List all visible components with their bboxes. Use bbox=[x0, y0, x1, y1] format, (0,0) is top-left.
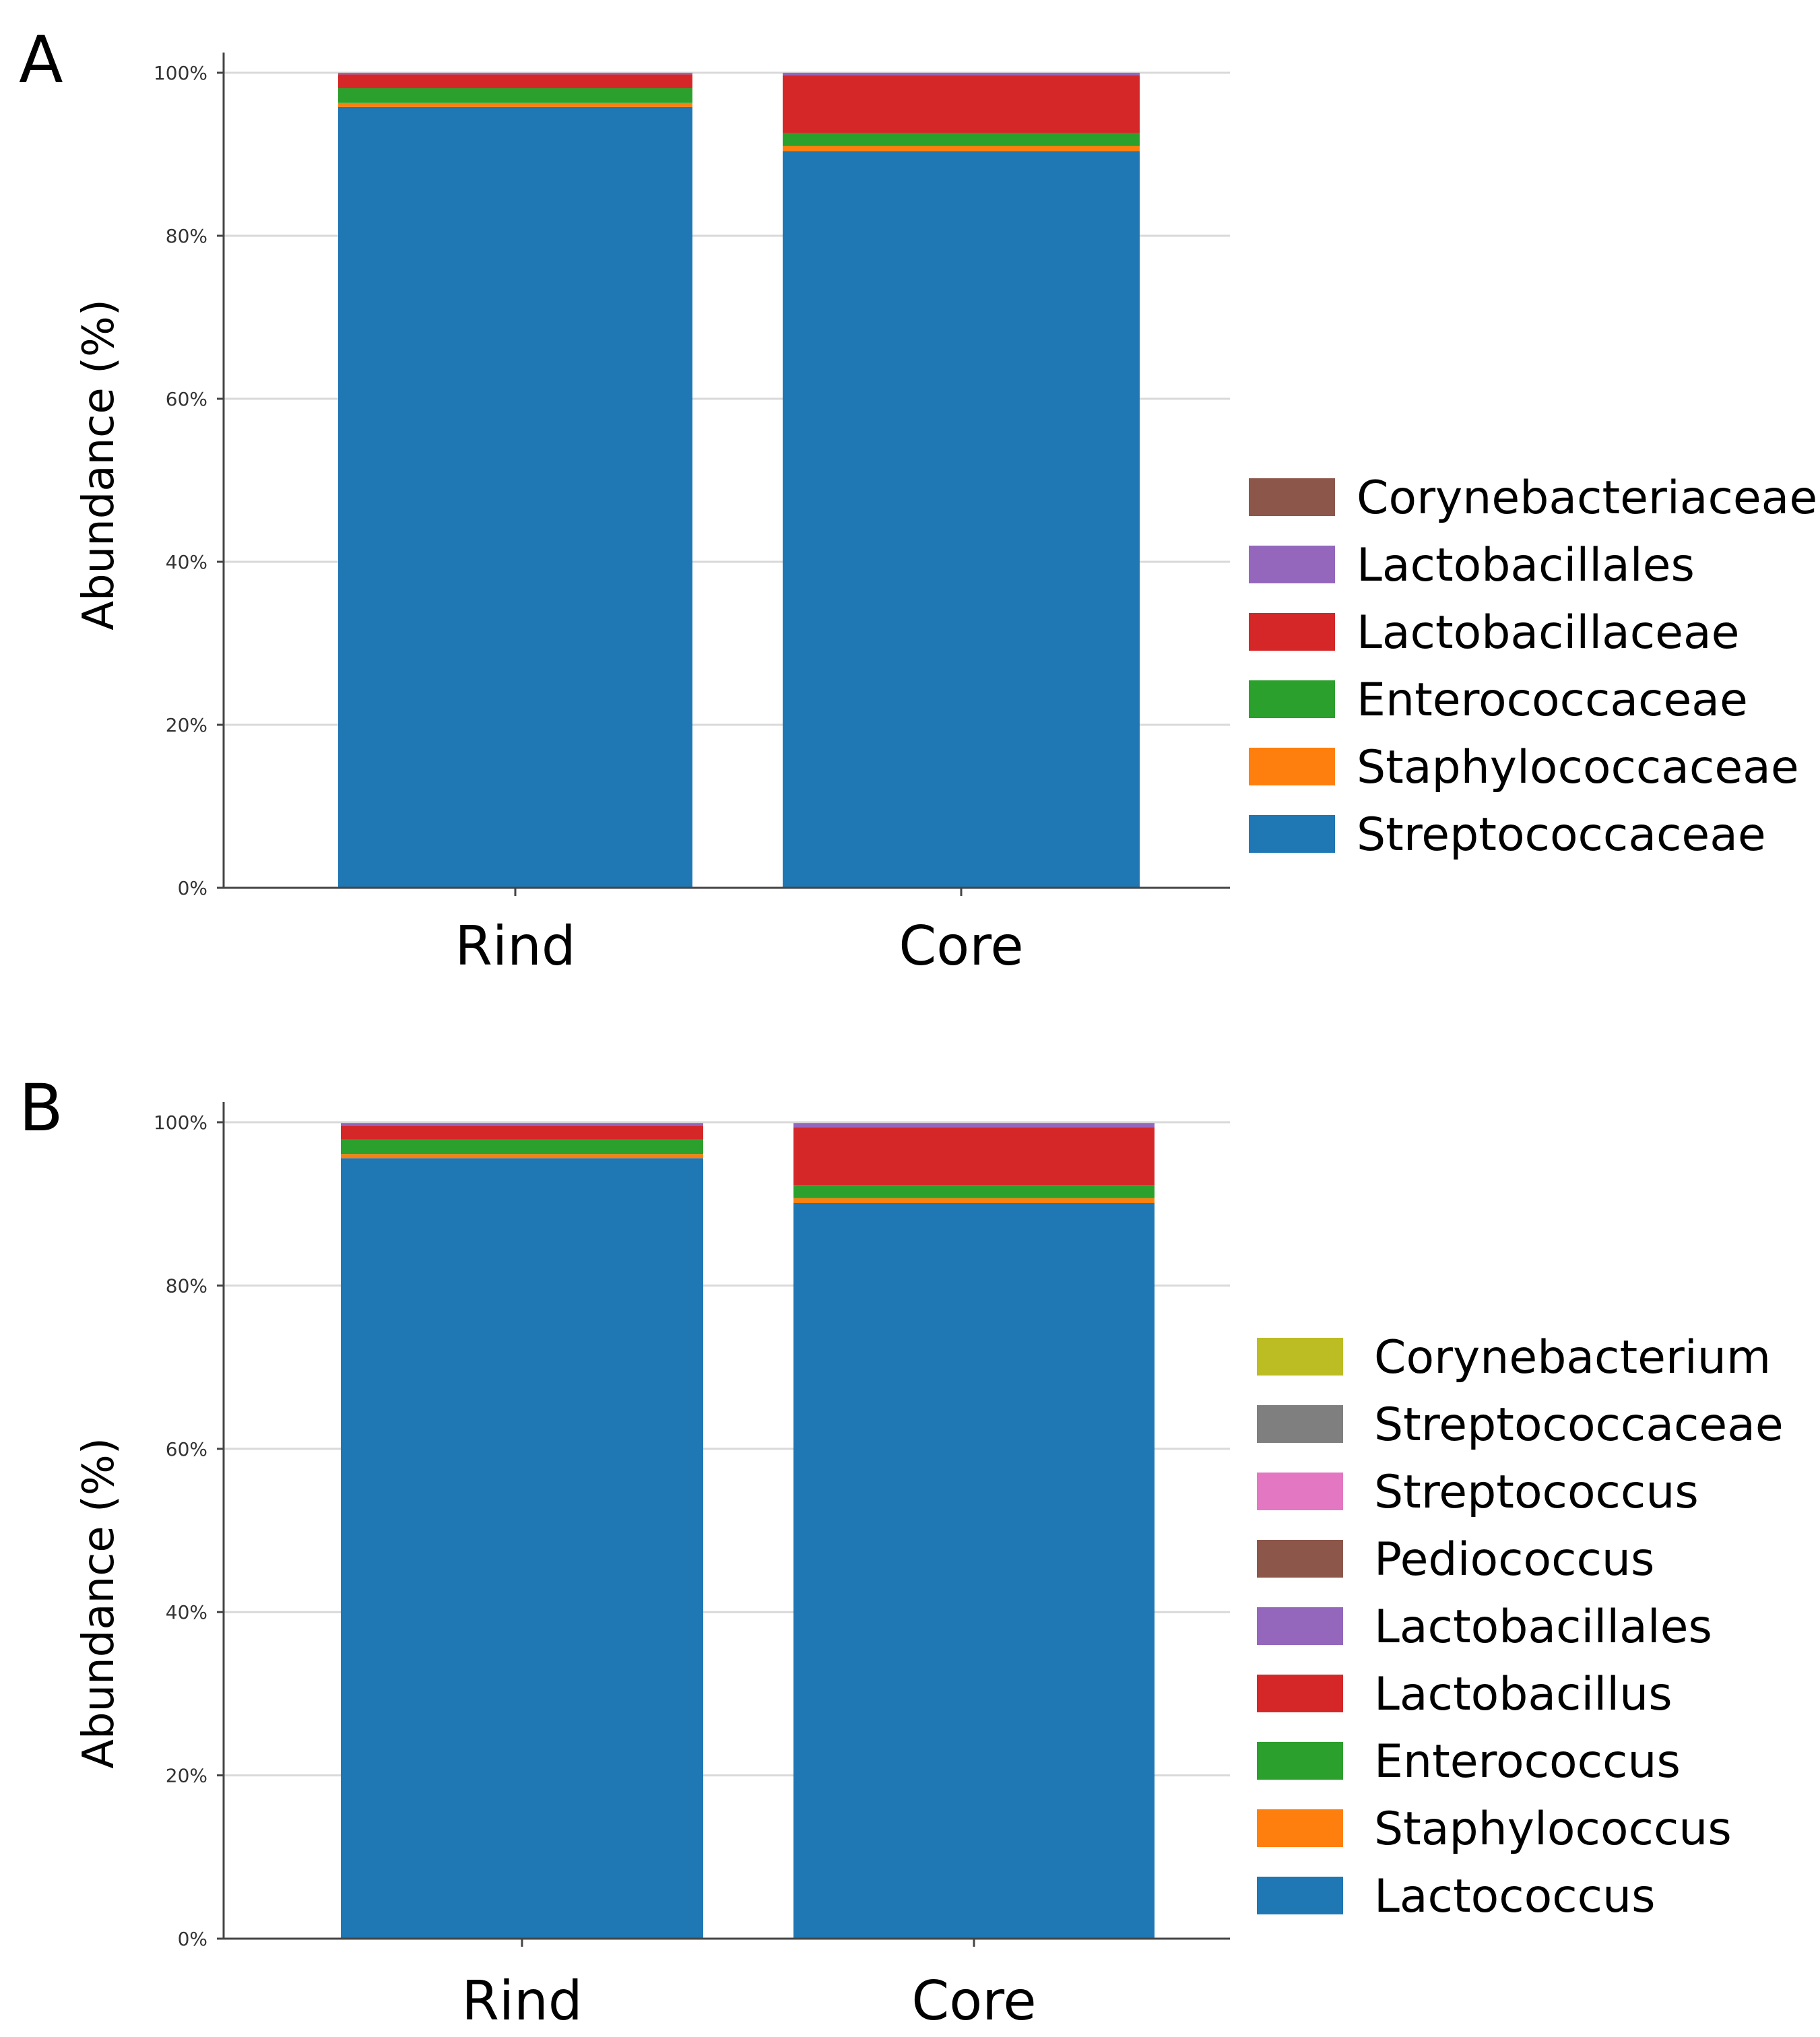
legend-label: Lactobacillaceae bbox=[1357, 606, 1740, 659]
y-tick-label: 100% bbox=[154, 1111, 207, 1134]
bar-segment-enterococcus-core bbox=[793, 1185, 1155, 1198]
bars bbox=[341, 1123, 1155, 1939]
bar-segment-lactobacillaceae-core bbox=[783, 75, 1140, 133]
y-tick-label: 40% bbox=[166, 1601, 207, 1623]
y-tick-label: 80% bbox=[166, 1274, 207, 1297]
y-tick-label: 60% bbox=[166, 388, 207, 410]
legend-swatch bbox=[1249, 680, 1335, 718]
panel-b: B 0% 20% 40% 60% 80% 100% Rind Core Abundance … bbox=[19, 1070, 1784, 2032]
bar-segment-staphylococcus-core bbox=[793, 1198, 1155, 1203]
y-tick-label: 40% bbox=[166, 551, 207, 573]
legend: Corynebacteriaceae Lactobacillales Lactoba… bbox=[1249, 472, 1817, 862]
y-tick-label: 20% bbox=[166, 1765, 207, 1787]
y-tick-label: 20% bbox=[166, 714, 207, 736]
panel-label: B bbox=[19, 1070, 63, 1146]
legend-swatch bbox=[1257, 1607, 1343, 1645]
bar-segment-lactobacillales-rind bbox=[338, 73, 692, 75]
bar-segment-staphylococcaceae-core bbox=[783, 146, 1140, 152]
legend-swatch bbox=[1257, 1405, 1343, 1443]
bar-segment-lactococcus-rind bbox=[341, 1158, 703, 1939]
legend-label: Enterococcaceae bbox=[1357, 674, 1748, 727]
bars bbox=[338, 73, 1140, 888]
y-axis-label: Abundance (%) bbox=[74, 299, 124, 630]
legend-swatch bbox=[1257, 1809, 1343, 1847]
bar-segment-enterococcaceae-core bbox=[783, 133, 1140, 146]
legend-label: Streptococcaceae bbox=[1374, 1398, 1784, 1452]
bar-segment-staphylococcus-rind bbox=[341, 1154, 703, 1159]
legend-swatch bbox=[1249, 478, 1335, 516]
bar-segment-lactobacillales-core bbox=[783, 73, 1140, 75]
legend-label: Pediococcus bbox=[1374, 1533, 1654, 1586]
category-label-rind: Rind bbox=[455, 915, 575, 977]
legend-label: Corynebacterium bbox=[1374, 1331, 1771, 1384]
y-axis-label: Abundance (%) bbox=[74, 1437, 124, 1769]
legend-swatch bbox=[1249, 748, 1335, 785]
legend-label: Streptococcus bbox=[1374, 1466, 1699, 1519]
legend-label: Enterococcus bbox=[1374, 1735, 1681, 1788]
legend-swatch bbox=[1257, 1877, 1343, 1914]
legend-label: Streptococcaceae bbox=[1357, 808, 1766, 862]
legend-label: Lactococcus bbox=[1374, 1870, 1656, 1923]
legend-swatch bbox=[1249, 546, 1335, 583]
category-label-rind: Rind bbox=[461, 1970, 582, 2032]
y-tick-labels: 0% 20% 40% 60% 80% 100% bbox=[154, 62, 207, 899]
y-tick-label: 0% bbox=[178, 1928, 207, 1950]
x-tick-labels: Rind Core bbox=[461, 1970, 1036, 2032]
bar-segment-lactococcus-core bbox=[793, 1202, 1155, 1939]
panel-a: A 0% 20% 40% 60% 80% 100% Rind Core Abundance … bbox=[19, 22, 1817, 977]
legend-label: Lactobacillus bbox=[1374, 1668, 1672, 1721]
y-tick-label: 60% bbox=[166, 1438, 207, 1460]
legend-swatch bbox=[1249, 815, 1335, 853]
y-tick-labels: 0% 20% 40% 60% 80% 100% bbox=[154, 1111, 207, 1950]
bar-segment-staphylococcaceae-rind bbox=[338, 102, 692, 107]
legend: Corynebacterium Streptococcaceae Streptoco… bbox=[1257, 1331, 1784, 1923]
bar-segment-lactobacillaceae-rind bbox=[338, 74, 692, 88]
bar-segment-lactobacillales-rind bbox=[341, 1123, 703, 1126]
bar-segment-lactobacillus-rind bbox=[341, 1125, 703, 1140]
bar-segment-lactobacillales-core bbox=[793, 1123, 1155, 1128]
bar-segment-enterococcaceae-rind bbox=[338, 88, 692, 103]
legend-swatch bbox=[1249, 613, 1335, 651]
bar-segment-streptococcaceae-rind bbox=[338, 106, 692, 888]
bar-segment-lactobacillus-core bbox=[793, 1127, 1155, 1186]
legend-label: Corynebacteriaceae bbox=[1357, 472, 1817, 525]
category-label-core: Core bbox=[899, 915, 1023, 977]
bar-segment-streptococcaceae-core bbox=[783, 151, 1140, 888]
y-tick-label: 80% bbox=[166, 225, 207, 247]
axes bbox=[217, 53, 1230, 896]
legend-swatch bbox=[1257, 1540, 1343, 1578]
legend-swatch bbox=[1257, 1338, 1343, 1376]
y-tick-label: 100% bbox=[154, 62, 207, 84]
panel-label: A bbox=[19, 22, 63, 98]
legend-swatch bbox=[1257, 1742, 1343, 1780]
legend-swatch bbox=[1257, 1473, 1343, 1510]
x-tick-labels: Rind Core bbox=[455, 915, 1023, 977]
bar-segment-enterococcus-rind bbox=[341, 1139, 703, 1155]
category-label-core: Core bbox=[911, 1970, 1036, 2032]
legend-swatch bbox=[1257, 1675, 1343, 1712]
axes bbox=[217, 1102, 1230, 1947]
legend-label: Lactobacillales bbox=[1357, 539, 1695, 592]
y-tick-label: 0% bbox=[178, 877, 207, 899]
legend-label: Lactobacillales bbox=[1374, 1601, 1712, 1654]
legend-label: Staphylococcus bbox=[1374, 1803, 1732, 1856]
legend-label: Staphylococcaceae bbox=[1357, 741, 1799, 794]
